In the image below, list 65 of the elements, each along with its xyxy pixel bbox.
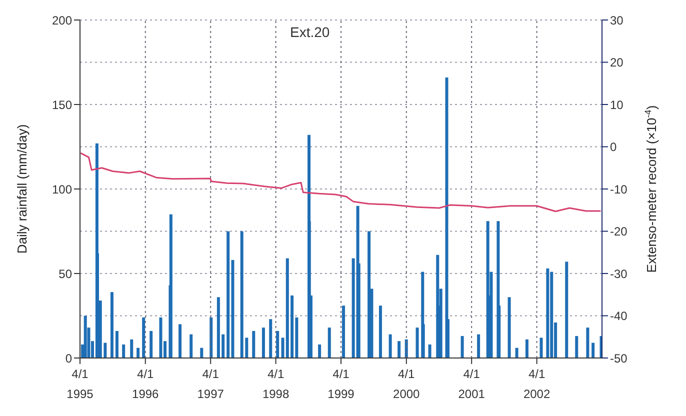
bar [368, 231, 371, 358]
bar [508, 297, 511, 358]
x-tick-label: 4/1 1996 [132, 367, 160, 401]
bar [575, 336, 578, 358]
y2-tick-label: -30 [610, 266, 628, 281]
bar [169, 214, 172, 358]
y-tick-label: 0 [65, 351, 72, 366]
y-tick-label: 50 [58, 266, 72, 281]
bar [586, 328, 590, 358]
bar [200, 348, 204, 358]
x-tick-label: 4/1 1999 [328, 367, 355, 401]
x-tick-label: 4/1 1997 [197, 367, 224, 401]
bar [226, 231, 230, 358]
bar [110, 292, 114, 358]
bar [190, 334, 193, 358]
bar [460, 336, 464, 358]
y2-tick-label: 20 [610, 56, 624, 70]
bar [515, 348, 518, 358]
y-tick-label: 150 [52, 98, 72, 112]
bar [540, 338, 543, 358]
x-tick-label: 4/1 2000 [393, 367, 420, 401]
y-tick-label: 100 [52, 182, 72, 196]
bar [416, 328, 419, 358]
bar [342, 306, 345, 358]
bar [262, 328, 265, 358]
bar [388, 334, 392, 358]
bar [318, 344, 322, 358]
x-tick-label: 4/1 1998 [262, 367, 290, 401]
bar [150, 330, 153, 358]
x-tick-label: 4/1 2002 [523, 367, 550, 401]
bar [378, 306, 382, 358]
bar [398, 341, 401, 358]
bar [115, 330, 118, 358]
bar [252, 330, 256, 358]
bar [592, 342, 595, 358]
bar [525, 339, 528, 358]
y-tick-label: 200 [52, 13, 72, 28]
bar [142, 317, 146, 358]
bar [178, 324, 182, 358]
bar [550, 272, 554, 358]
bar [276, 330, 280, 358]
bar [130, 339, 134, 358]
x-tick-label: 4/1 2001 [458, 367, 486, 401]
bar [84, 316, 87, 358]
bar [546, 268, 550, 358]
x-tick-label: 4/1 1995 [66, 367, 94, 401]
y2-tick-label: 30 [610, 13, 624, 28]
bar [328, 328, 331, 358]
line-series [80, 152, 602, 212]
y-axis-title: Daily rainfall (mm/day) [14, 124, 30, 254]
y2-tick-label: -50 [610, 351, 628, 366]
bar [565, 262, 568, 358]
bar [122, 344, 126, 358]
bar [159, 317, 162, 358]
y2-tick-label: -10 [610, 182, 628, 196]
bar [477, 334, 480, 358]
bar [136, 348, 140, 358]
y2-tick-label: 10 [610, 98, 624, 112]
bar [428, 344, 432, 358]
bar [269, 319, 272, 358]
y2-tick-label: 0 [610, 140, 617, 154]
y2-tick-label: -40 [610, 309, 628, 324]
y2-tick-label: -20 [610, 224, 628, 239]
annotation: Ext.20 [290, 24, 330, 40]
bar [445, 77, 448, 358]
